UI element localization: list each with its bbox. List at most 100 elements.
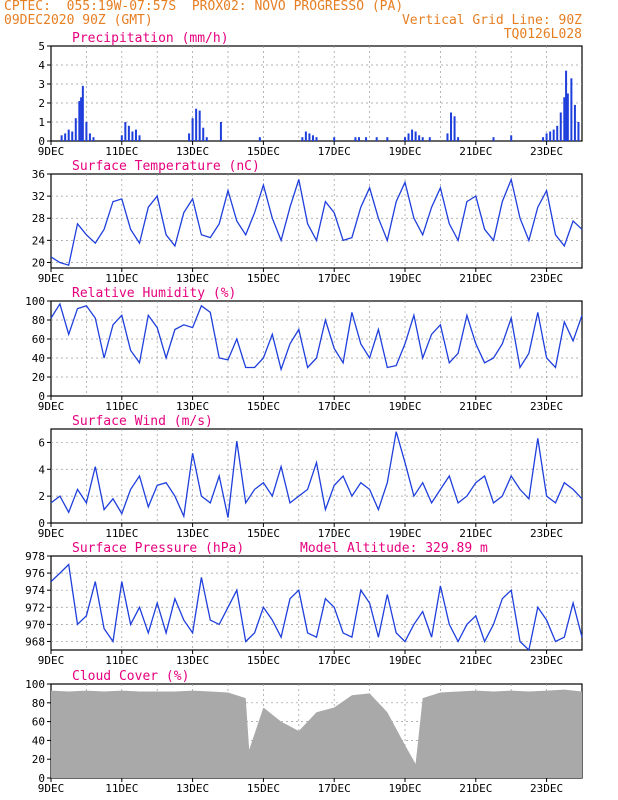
precip-bar (64, 133, 67, 141)
precip-bar (127, 125, 130, 141)
cloud-title: Cloud Cover (%) (72, 669, 189, 684)
precip-bar (198, 110, 201, 141)
wind-ytick-label: 2 (38, 490, 45, 503)
rh-ytick-label: 40 (32, 352, 45, 365)
wind-xtick-label: 15DEC (247, 527, 280, 540)
temp-title: Surface Temperature (nC) (72, 159, 260, 174)
temp-xtick-label: 11DEC (105, 272, 138, 285)
cloud-xtick-label: 9DEC (38, 782, 65, 795)
cloud-xtick-label: 21DEC (459, 782, 492, 795)
rh-xtick-label: 13DEC (176, 400, 209, 413)
precip-bar (219, 122, 222, 141)
wind-xtick-label: 13DEC (176, 527, 209, 540)
rh-xtick-label: 9DEC (38, 400, 65, 413)
precip-bar (92, 137, 95, 141)
precip-bar (556, 125, 559, 141)
header-date: 09DEC2020 90Z (GMT) (4, 13, 153, 28)
rh-xtick-label: 19DEC (388, 400, 421, 413)
precip-ytick-label: 2 (38, 97, 45, 110)
precip-bar (308, 133, 311, 141)
wind-xtick-label: 11DEC (105, 527, 138, 540)
temp-ytick-label: 32 (32, 190, 45, 203)
precip-ytick-label: 4 (38, 59, 45, 72)
precip-bar (577, 122, 580, 141)
cloud-xtick-label: 15DEC (247, 782, 280, 795)
cloud-xtick-label: 13DEC (176, 782, 209, 795)
pres-xtick-label: 15DEC (247, 654, 280, 667)
temp-frame (50, 173, 583, 269)
precip-bar (131, 131, 134, 141)
precip-bar (404, 137, 406, 141)
precip-bar (258, 137, 261, 141)
precip-bar (301, 137, 304, 141)
pres-xtick-label: 23DEC (530, 654, 563, 667)
header-line1: CPTEC: 055:19W-07:57S PROX02: NOVO PROGR… (4, 0, 404, 14)
cloud-ytick-label: 0 (38, 772, 45, 785)
precip-bar (492, 137, 495, 141)
pres-xtick-label: 13DEC (176, 654, 209, 667)
pres-xtick-label: 11DEC (105, 654, 138, 667)
rh-ytick-label: 60 (32, 333, 45, 346)
cloud-ytick-label: 60 (32, 716, 45, 729)
pres-xtick-label: 9DEC (38, 654, 65, 667)
wind-xtick-label: 21DEC (459, 527, 492, 540)
precip-title: Precipitation (mm/h) (72, 31, 229, 46)
temp-xtick-label: 13DEC (176, 272, 209, 285)
temp-series-line (50, 177, 583, 267)
precip-bar (573, 104, 576, 141)
precip-bar (414, 131, 417, 141)
rh-xtick-label: 11DEC (105, 400, 138, 413)
wind-ytick-label: 0 (38, 517, 45, 530)
precip-xtick-label: 15DEC (247, 145, 280, 158)
precip-bar (120, 135, 123, 141)
precip-bar (545, 133, 548, 141)
temp-xtick-label: 23DEC (530, 272, 563, 285)
precip-bar (375, 137, 378, 141)
precip-bar (81, 85, 84, 141)
header-grid-note: Vertical Grid Line: 90Z (401, 13, 582, 28)
precip-bar (78, 101, 81, 141)
precip-bar (188, 133, 191, 141)
cloud-xtick-label: 23DEC (530, 782, 563, 795)
temp-xtick-label: 19DEC (388, 272, 421, 285)
pres-ytick-label: 970 (25, 618, 45, 631)
temp-xtick-label: 15DEC (247, 272, 280, 285)
temp-ytick-label: 20 (32, 256, 45, 269)
wind-ytick-label: 4 (38, 463, 45, 476)
precip-bar (138, 135, 141, 141)
precip-bar (411, 129, 414, 141)
temp-ytick-label: 24 (32, 234, 46, 247)
precip-bar (565, 70, 568, 141)
rh-ytick-label: 0 (38, 390, 45, 403)
precip-bar (563, 97, 566, 141)
precip-xtick-label: 21DEC (459, 145, 492, 158)
header-model-id: TQ0126L028 (503, 27, 582, 42)
pres-ytick-label: 972 (25, 601, 45, 614)
precip-xtick-label: 11DEC (105, 145, 138, 158)
precip-xtick-label: 19DEC (388, 145, 421, 158)
cloud-ytick-label: 20 (32, 753, 45, 766)
precip-bar (134, 129, 137, 141)
precip-bar (559, 112, 562, 141)
precip-bar (453, 116, 456, 141)
temp-ytick-label: 36 (32, 168, 45, 181)
precip-xtick-label: 17DEC (318, 145, 351, 158)
wind-xtick-label: 19DEC (388, 527, 421, 540)
wind-title: Surface Wind (m/s) (72, 414, 213, 429)
rh-ytick-label: 80 (32, 314, 45, 327)
precip-bar (60, 135, 63, 141)
precip-bar (354, 137, 357, 141)
cloud-ytick-label: 100 (25, 678, 45, 691)
rh-xtick-label: 15DEC (247, 400, 280, 413)
precip-bar (365, 137, 368, 141)
cloud-ytick-label: 40 (32, 734, 45, 747)
pres-xtick-label: 17DEC (318, 654, 351, 667)
precip-ytick-label: 3 (38, 78, 45, 91)
rh-xtick-label: 21DEC (459, 400, 492, 413)
precip-ytick-label: 0 (38, 135, 45, 148)
precip-bar (570, 78, 573, 141)
pres-ytick-label: 978 (25, 550, 45, 563)
wind-xtick-label: 17DEC (318, 527, 351, 540)
temp-ytick-label: 28 (32, 212, 45, 225)
